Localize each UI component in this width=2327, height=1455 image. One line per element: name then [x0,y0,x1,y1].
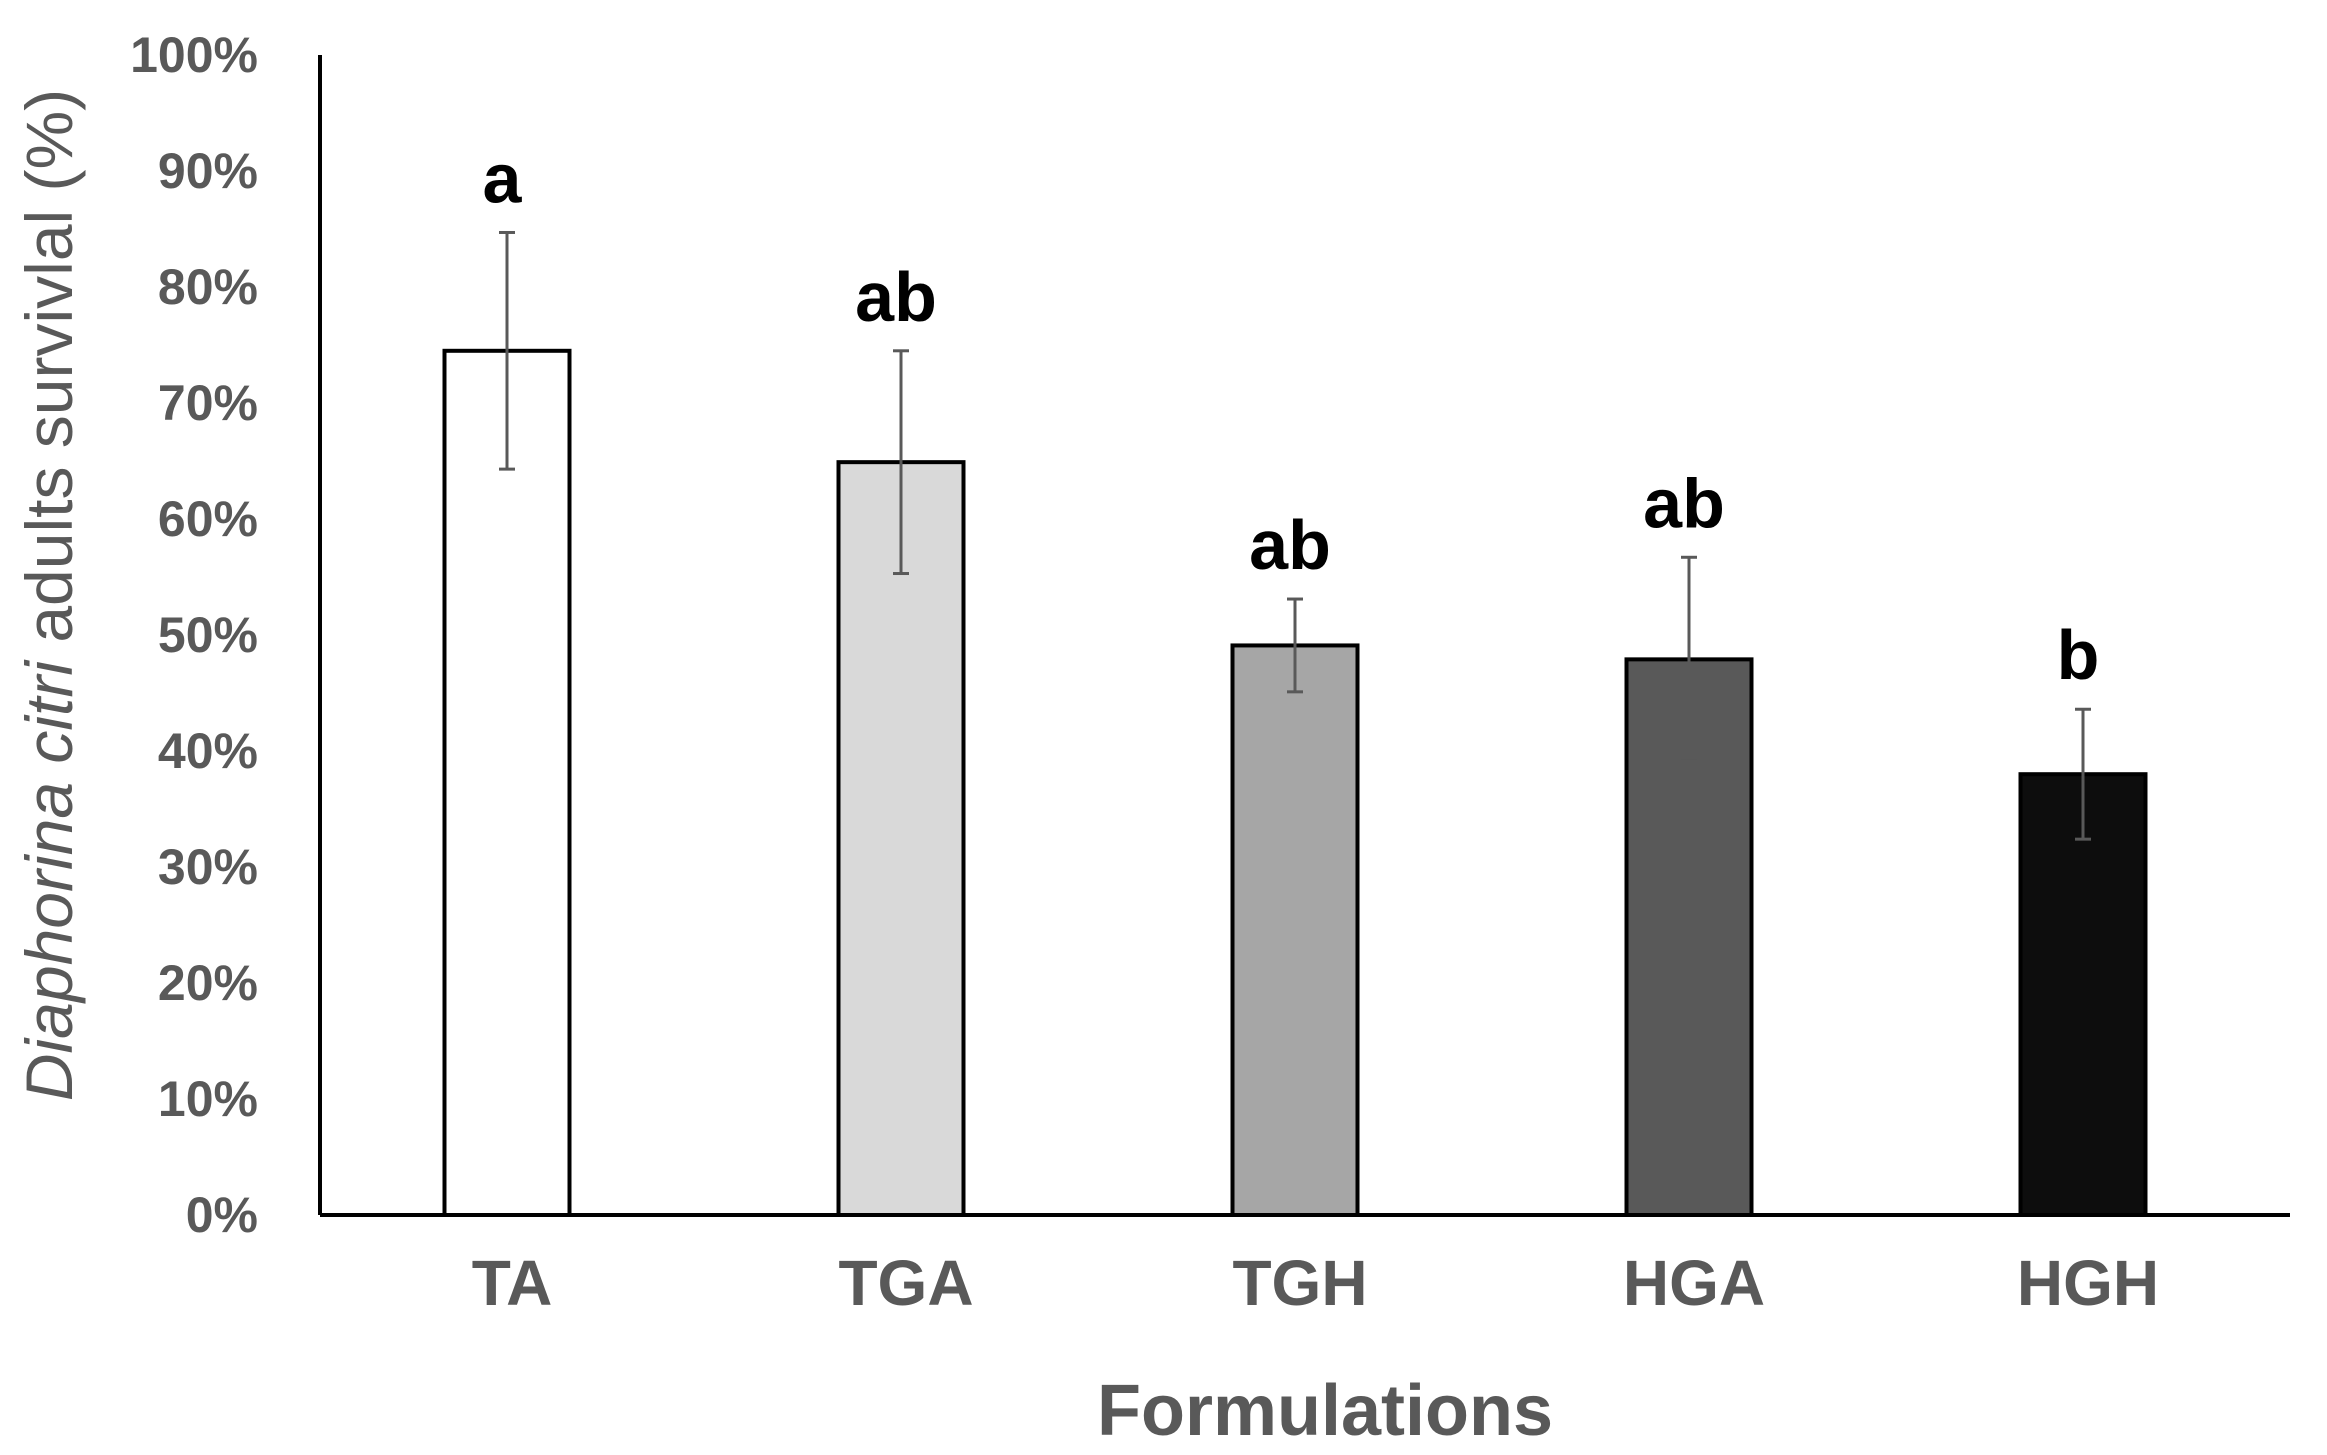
x-axis-title: Formulations [1097,1371,1553,1451]
bars [442,348,2148,1218]
category-label-ta: TA [472,1247,553,1319]
significance-label-tga: ab [855,258,937,336]
significance-label-tgh: ab [1249,506,1331,584]
y-tick-label: 40% [158,723,258,779]
category-label-tga: TGA [838,1247,973,1319]
y-tick-label: 50% [158,607,258,663]
category-label-hgh: HGH [2017,1247,2159,1319]
y-tick-label: 0% [186,1187,258,1243]
significance-label-hga: ab [1643,464,1725,542]
y-tick-label: 90% [158,143,258,199]
error-bars [499,230,2091,841]
x-axis-category-labels: TA TGA TGH HGA HGH [472,1247,2159,1319]
y-axis-title-species: Diaphorina citri [12,659,86,1102]
bar-tga [836,460,966,1218]
y-tick-label: 20% [158,955,258,1011]
category-label-tgh: TGH [1232,1247,1367,1319]
bar-tgh [1230,643,1360,1217]
y-tick-label: 60% [158,491,258,547]
significance-label-ta: a [483,139,523,217]
y-tick-label: 10% [158,1071,258,1127]
y-tick-label: 70% [158,375,258,431]
significance-labels: a ab ab ab b [483,139,2100,694]
y-tick-label: 80% [158,259,258,315]
y-tick-label: 30% [158,839,258,895]
y-axis-title-rest: adults survivlal (%) [12,89,86,661]
y-tick-label: 100% [130,27,258,83]
y-axis-title: Diaphorina citri adults survivlal (%) [12,89,86,1101]
y-axis-ticks: 0% 10% 20% 30% 40% 50% 60% 70% 80% 90% 100% [130,27,258,1243]
significance-label-hgh: b [2057,616,2100,694]
category-label-hga: HGA [1623,1247,1765,1319]
bar-ta [442,348,572,1217]
bar-hgh [2018,772,2148,1217]
